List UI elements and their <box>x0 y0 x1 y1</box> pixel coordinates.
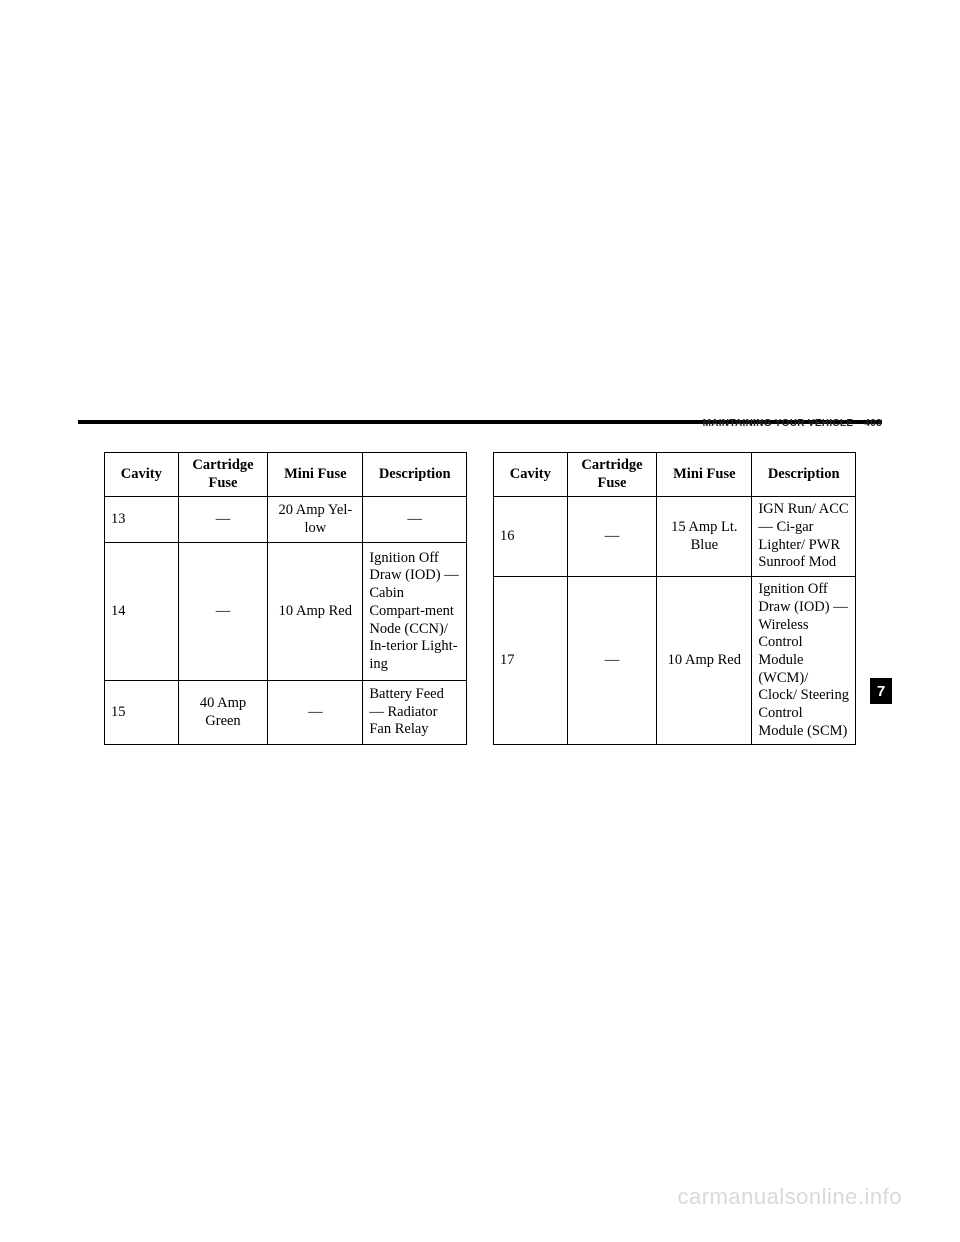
table-header-row: Cavity Cartridge Fuse Mini Fuse Descript… <box>494 453 856 497</box>
col-desc: Description <box>752 453 856 497</box>
cell-desc: IGN Run/ ACC — Ci-gar Lighter/ PWR Sunro… <box>752 497 856 577</box>
cell-desc: Ignition Off Draw (IOD) — Wireless Contr… <box>752 577 856 745</box>
cell-cartridge: 40 Amp Green <box>178 680 268 744</box>
cell-cartridge: — <box>178 543 268 681</box>
section-title: MAINTAINING YOUR VEHICLE <box>703 418 854 429</box>
col-cavity: Cavity <box>494 453 568 497</box>
table-row: 13 — 20 Amp Yel-low — <box>105 497 467 543</box>
col-cavity: Cavity <box>105 453 179 497</box>
cell-cartridge: — <box>178 497 268 543</box>
col-desc: Description <box>363 453 467 497</box>
col-mini: Mini Fuse <box>268 453 363 497</box>
table-row: 17 — 10 Amp Red Ignition Off Draw (IOD) … <box>494 577 856 745</box>
table-row: 15 40 Amp Green — Battery Feed — Radiato… <box>105 680 467 744</box>
cell-mini: 10 Amp Red <box>268 543 363 681</box>
page: MAINTAINING YOUR VEHICLE 403 Cavity Cart… <box>0 0 960 1242</box>
cell-cavity: 13 <box>105 497 179 543</box>
tables-wrap: Cavity Cartridge Fuse Mini Fuse Descript… <box>104 452 856 745</box>
header: MAINTAINING YOUR VEHICLE 403 <box>703 418 882 429</box>
table-row: 14 — 10 Amp Red Ignition Off Draw (IOD) … <box>105 543 467 681</box>
cell-mini: — <box>268 680 363 744</box>
table-row: 16 — 15 Amp Lt. Blue IGN Run/ ACC — Ci-g… <box>494 497 856 577</box>
cell-mini: 20 Amp Yel-low <box>268 497 363 543</box>
fuse-table-left: Cavity Cartridge Fuse Mini Fuse Descript… <box>104 452 467 745</box>
cell-cartridge: — <box>567 497 657 577</box>
watermark: carmanualsonline.info <box>677 1184 902 1210</box>
cell-mini: 15 Amp Lt. Blue <box>657 497 752 577</box>
cell-cartridge: — <box>567 577 657 745</box>
col-cartridge: Cartridge Fuse <box>178 453 268 497</box>
cell-cavity: 14 <box>105 543 179 681</box>
col-mini: Mini Fuse <box>657 453 752 497</box>
fuse-table-right: Cavity Cartridge Fuse Mini Fuse Descript… <box>493 452 856 745</box>
cell-desc: Ignition Off Draw (IOD) — Cabin Compart-… <box>363 543 467 681</box>
cell-cavity: 15 <box>105 680 179 744</box>
thumb-tab: 7 <box>870 678 892 704</box>
cell-desc: Battery Feed — Radiator Fan Relay <box>363 680 467 744</box>
cell-cavity: 17 <box>494 577 568 745</box>
page-number: 403 <box>864 418 882 429</box>
cell-cavity: 16 <box>494 497 568 577</box>
table-header-row: Cavity Cartridge Fuse Mini Fuse Descript… <box>105 453 467 497</box>
cell-desc: — <box>363 497 467 543</box>
col-cartridge: Cartridge Fuse <box>567 453 657 497</box>
cell-mini: 10 Amp Red <box>657 577 752 745</box>
thumb-number: 7 <box>877 683 885 700</box>
